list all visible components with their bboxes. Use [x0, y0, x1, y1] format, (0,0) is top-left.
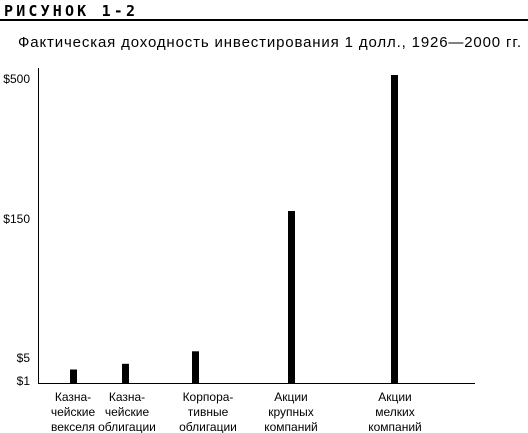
category-label-line: компаний: [264, 420, 318, 433]
category-label-line: Корпора-: [183, 390, 234, 404]
category-label-line: векселя: [51, 420, 95, 433]
category-label-line: компаний: [368, 420, 422, 433]
category-label: Казна-чейские векселя: [51, 390, 96, 433]
bar-treasury-bills: [70, 369, 77, 383]
y-tick-labels: $1 $5 $150 $500: [3, 72, 30, 388]
category-label-line: мелких: [375, 405, 414, 419]
chart-title: Фактическая доходность инвестирования 1 …: [18, 34, 521, 51]
y-tick-label: $150: [3, 212, 30, 226]
category-label: Акции крупных компаний: [264, 390, 318, 433]
category-label-line: Казна-: [55, 390, 91, 404]
category-label-line: чейские: [51, 405, 96, 419]
category-label-line: облигации: [98, 420, 156, 433]
y-tick-label: $1: [17, 374, 31, 388]
y-tick-label: $500: [3, 72, 30, 86]
category-label-line: облигации: [179, 420, 237, 433]
category-label-line: чейские: [105, 405, 150, 419]
bar-small-company-stocks: [391, 75, 398, 383]
bar-large-company-stocks: [288, 211, 295, 383]
category-label-line: крупных: [268, 405, 314, 419]
category-label: Акции мелких компаний: [368, 390, 422, 433]
bars: [70, 75, 398, 384]
category-label-line: тивные: [188, 405, 229, 419]
plot-area: $1$5$150$500 Казна-чейские векселяКазна-ч…: [3, 68, 475, 433]
header-rule: [0, 19, 528, 21]
category-label-line: Акции: [378, 390, 412, 404]
bar-treasury-bonds: [122, 363, 129, 384]
category-label-line: Акции: [274, 390, 308, 404]
y-tick-label: $5: [17, 351, 31, 365]
figure-label: РИСУНОК 1-2: [4, 2, 135, 20]
category-label: Корпора-тивные облигации: [179, 390, 237, 433]
category-label: Казна-чейские облигации: [98, 390, 156, 433]
bar-corporate-bonds: [192, 351, 199, 383]
category-label-line: Казна-: [109, 390, 145, 404]
